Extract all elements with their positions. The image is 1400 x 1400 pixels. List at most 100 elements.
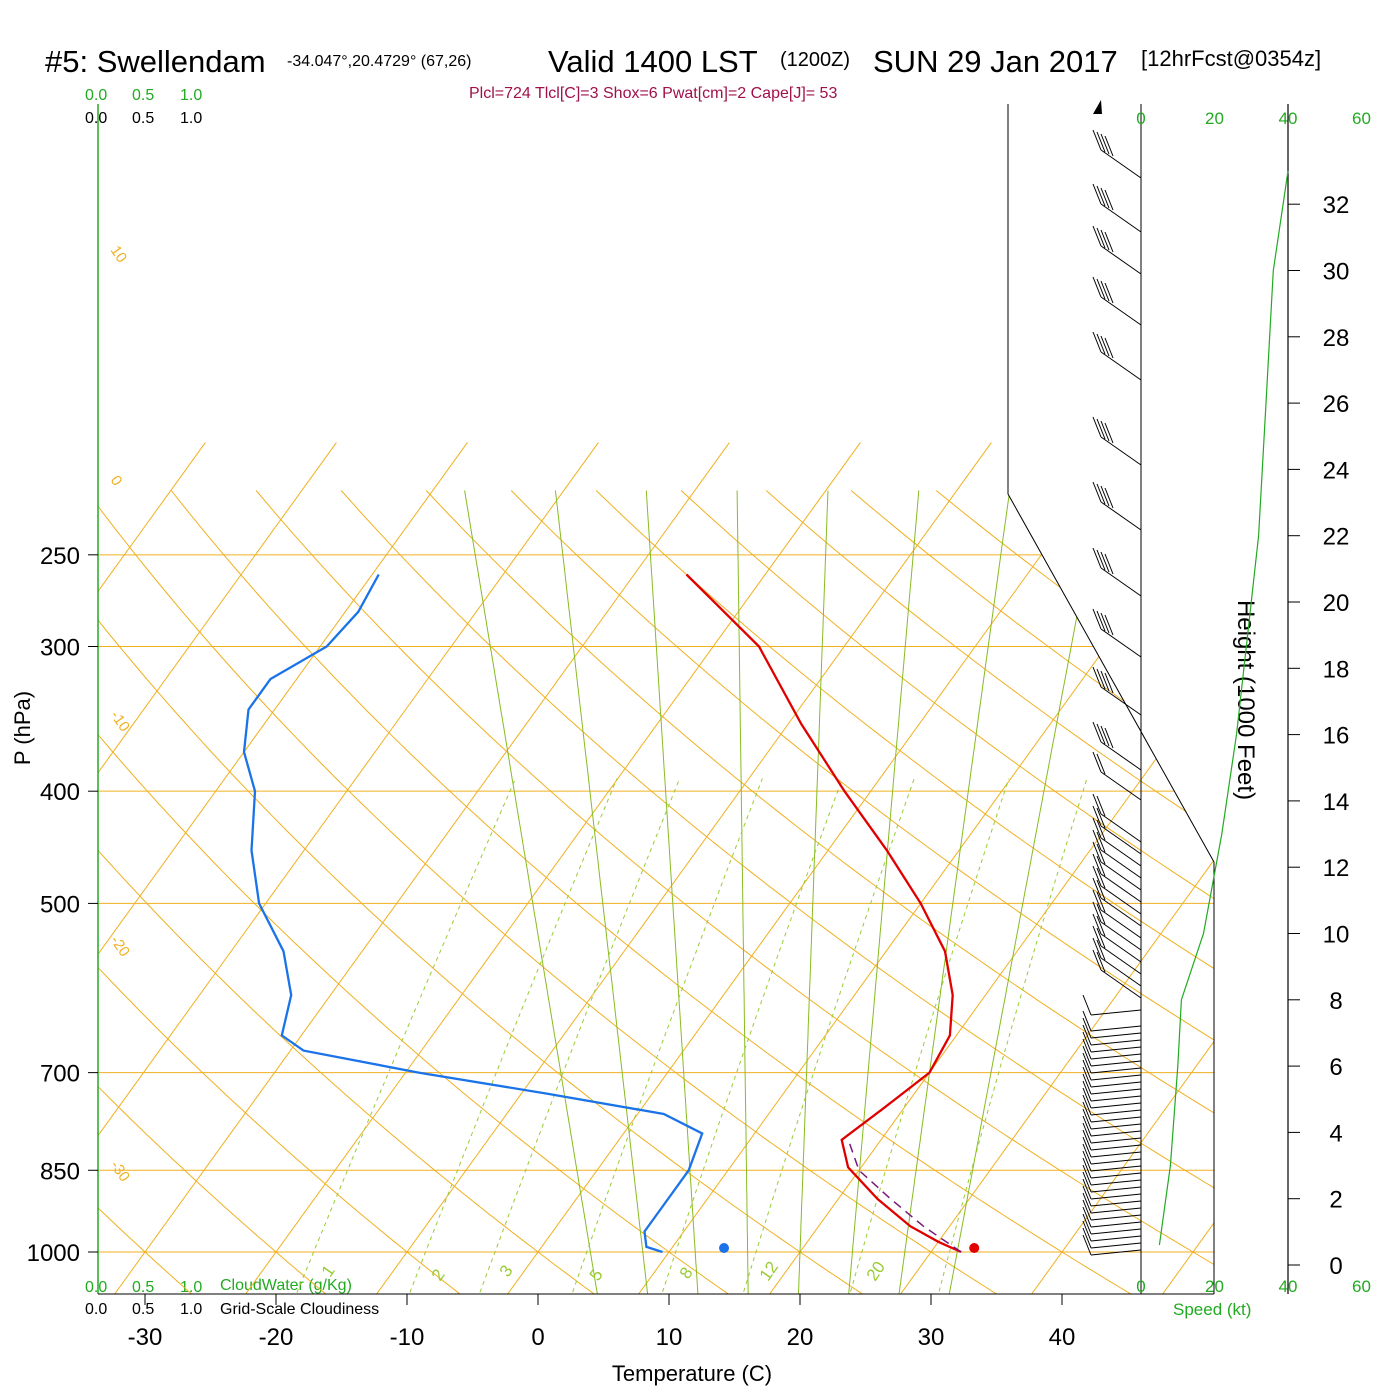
wind-barb	[1100, 686, 1142, 716]
isotherm--20	[224, 442, 861, 1294]
wind-barb-flag	[1104, 135, 1114, 157]
height-tick-label: 4	[1329, 1120, 1342, 1147]
wind-barb-flag	[1082, 1220, 1092, 1242]
wind-barb	[1090, 1186, 1142, 1193]
isotherm--30	[98, 442, 730, 1294]
wind-barb-flag	[1100, 725, 1110, 747]
height-tick-label: 6	[1329, 1054, 1342, 1081]
wind-barb	[1100, 149, 1142, 179]
cloud-scale-top-1: 0.5	[132, 87, 154, 104]
x-tick-label: 40	[1049, 1324, 1076, 1351]
wind-barb-flag	[1096, 227, 1106, 249]
isotherm--60	[98, 442, 337, 1294]
wind-barb-flag	[1082, 1038, 1092, 1060]
wind-barb-flag	[1082, 1206, 1092, 1228]
wind-barb-flag	[1100, 280, 1110, 302]
wind-barb-flag	[1104, 422, 1114, 444]
wind-barb-flag	[1092, 331, 1102, 353]
y-tick-label: 400	[40, 779, 80, 806]
wind-barb-flag	[1104, 487, 1114, 509]
wind-barb-flag	[1082, 1136, 1092, 1158]
wind-barb	[1090, 1088, 1142, 1095]
height-tick-label: 18	[1323, 656, 1350, 683]
wind-barb-flag	[1082, 1185, 1092, 1207]
x-tick-label: 30	[918, 1324, 945, 1351]
wind-barb-flag	[1082, 1150, 1092, 1172]
cloud-scale-bottom-0: 0.0	[85, 1279, 107, 1296]
wind-barb-flag	[1092, 817, 1102, 839]
wind-barb-flag	[1082, 1101, 1092, 1123]
wind-barb-flag	[1096, 879, 1106, 901]
speed-axis-label: Speed (kt)	[1173, 1300, 1251, 1319]
wind-barb-flag	[1092, 183, 1102, 205]
wind-barb-flag	[1104, 614, 1114, 636]
height-tick-label: 10	[1323, 922, 1350, 949]
date-label: SUN 29 Jan 2017	[873, 44, 1118, 79]
speed-tick-bottom: 40	[1279, 1277, 1298, 1296]
wind-barb-flag	[1092, 276, 1102, 298]
dry-adiabat-80	[510, 490, 1214, 1294]
dry-adiabat-20	[98, 490, 906, 1294]
wind-barb-flag	[1092, 865, 1102, 887]
mixing-ratio-line-5	[561, 778, 763, 1294]
wind-barb-flag	[1082, 1031, 1092, 1053]
wind-barb-flag	[1100, 187, 1110, 209]
valid-time: Valid 1400 LST	[548, 44, 758, 79]
speed-tick-bottom: 0	[1136, 1277, 1145, 1296]
mixing-ratio-line-8	[652, 778, 843, 1294]
wind-barb-flag	[1092, 829, 1102, 851]
wind-barb-flag	[1096, 831, 1106, 853]
wind-barb-flag	[1082, 1115, 1092, 1137]
wind-barb-flag	[1092, 129, 1102, 151]
wind-barb-flag	[1096, 483, 1106, 505]
wind-barb	[1090, 1193, 1142, 1200]
wind-barb-flag	[1092, 949, 1102, 971]
wind-barb	[1090, 1025, 1142, 1032]
wind-barb	[1090, 1235, 1142, 1242]
wind-barb	[1090, 1095, 1142, 1102]
cloudiness-scale-top-1: 0.5	[132, 110, 154, 127]
station-title: #5: Swellendam	[45, 44, 266, 79]
wind-barb-flag	[1092, 721, 1102, 743]
wind-barb-flag	[1096, 668, 1106, 690]
moist-adiabat-20	[796, 490, 829, 1294]
wind-barb-flag	[1100, 133, 1110, 155]
wind-barb	[1090, 1214, 1142, 1221]
mixing-ratio-line-2	[398, 778, 618, 1294]
wind-barb-flag	[1096, 927, 1106, 949]
x-tick-label: -10	[390, 1324, 425, 1351]
wind-barb	[1100, 909, 1142, 939]
isotherm--10	[355, 442, 992, 1294]
wind-barb	[1090, 1242, 1142, 1249]
forecast-label: [12hrFcst@0354z]	[1141, 46, 1321, 71]
mixing-ratio-line-12	[733, 778, 915, 1294]
wind-barb	[1100, 957, 1142, 987]
isotherm-label: 0	[107, 473, 126, 490]
wind-barb-flag	[1082, 1129, 1092, 1151]
wind-barb	[1100, 771, 1142, 801]
cloud-scales: 0.0 0.5 1.0 0.0 0.5 1.0 0.0 0.5 1.0 Clou…	[85, 87, 379, 1318]
wind-barb	[1100, 436, 1142, 466]
wind-barb-flag	[1082, 1017, 1092, 1039]
header: #5: Swellendam -34.047°,20.4729° (67,26)…	[45, 44, 1321, 102]
height-tick-label: 20	[1323, 590, 1350, 617]
speed-tick-bottom: 60	[1352, 1277, 1371, 1296]
wind-barb-flag	[1104, 231, 1114, 253]
y-tick-label: 250	[40, 543, 80, 570]
wind-barb-flag	[1096, 819, 1106, 841]
speed-tick-top: 20	[1205, 109, 1224, 128]
cloud-scale-bottom-2: 1.0	[180, 1279, 202, 1296]
wind-barb-flag	[1082, 1024, 1092, 1046]
height-tick-label: 22	[1323, 524, 1350, 551]
moist-adiabat-16	[736, 490, 750, 1294]
wind-barb-flag	[1100, 485, 1110, 507]
wind-barb-flag	[1082, 1094, 1092, 1116]
wind-barb	[1090, 1074, 1142, 1081]
height-tick-label: 32	[1323, 192, 1350, 219]
wind-barb	[1090, 1109, 1142, 1116]
dry-adiabat-60	[340, 490, 1214, 1294]
wind-barb-flag	[1104, 189, 1114, 211]
